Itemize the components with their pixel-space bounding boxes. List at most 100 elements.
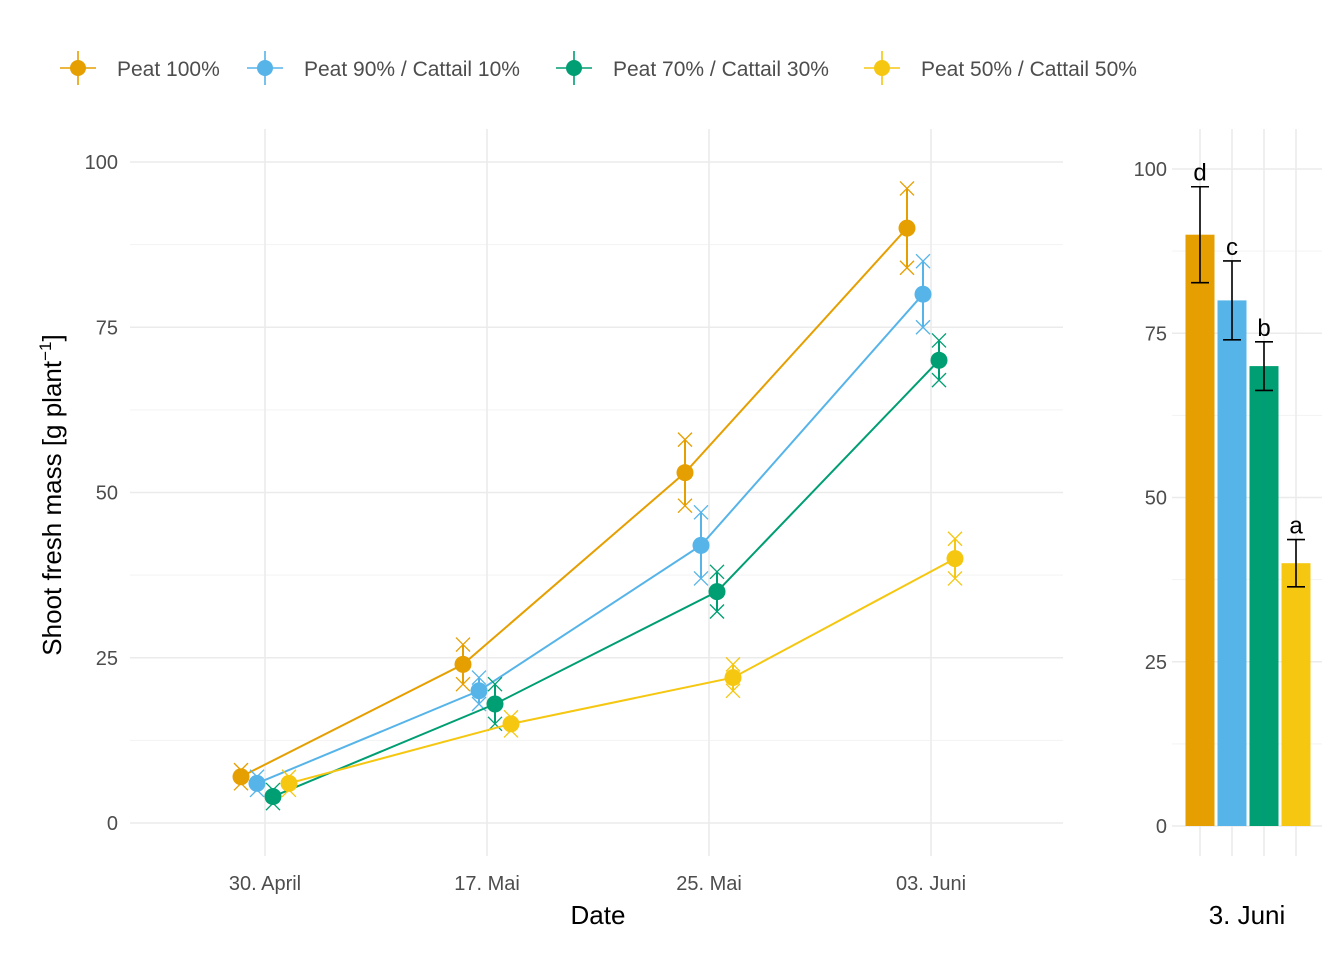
replicate-marker: [915, 319, 931, 335]
replicate-marker: [487, 676, 503, 692]
series-line: [288, 557, 956, 785]
replicate-marker: [947, 531, 963, 547]
legend-label: Peat 100%: [117, 58, 220, 81]
replicate-marker: [725, 683, 741, 699]
replicate-marker: [709, 604, 725, 619]
series-3: [264, 333, 948, 811]
legend-key-point: [257, 60, 273, 76]
bar-x-axis-title: 3. Juni: [1209, 900, 1286, 930]
data-point: [502, 715, 520, 733]
replicate-marker-stroke: [677, 498, 693, 514]
series-4: [280, 531, 964, 798]
legend-item: Peat 70% / Cattail 30%: [556, 51, 829, 85]
replicate-marker: [455, 637, 471, 652]
legend-key-point: [566, 60, 582, 76]
x-axis-title: Date: [571, 900, 626, 930]
replicate-marker: [915, 253, 931, 269]
bar-y-tick-label: 25: [1145, 652, 1167, 674]
replicate-marker: [725, 656, 741, 672]
replicate-marker-stroke: [471, 670, 487, 686]
y-axis-title-suffix: ]: [37, 334, 67, 341]
bar-group: a: [1281, 513, 1311, 826]
replicate-marker-stroke: [709, 604, 725, 619]
legend-label: Peat 50% / Cattail 50%: [921, 58, 1137, 81]
legend: Peat 100% Peat 90% / Cattail 10% Peat 70% …: [60, 51, 1137, 85]
series-2: [248, 253, 932, 798]
y-tick-label: 100: [85, 152, 118, 174]
series-line: [256, 293, 924, 785]
replicate-marker: [455, 676, 471, 692]
y-axis-title-superscript: −1: [36, 342, 55, 361]
data-point: [708, 583, 726, 601]
replicate-marker: [693, 570, 709, 586]
data-point: [454, 655, 472, 673]
line-chart-series: [232, 180, 964, 811]
replicate-marker-stroke: [899, 260, 915, 276]
series-1: [232, 180, 916, 791]
bar: [1185, 234, 1215, 826]
data-point: [264, 788, 282, 806]
replicate-marker-stroke: [931, 333, 947, 348]
data-point: [914, 285, 932, 303]
replicate-marker-stroke: [725, 656, 741, 672]
y-tick-label: 75: [96, 317, 118, 339]
replicate-marker-stroke: [899, 180, 915, 196]
legend-item: Peat 50% / Cattail 50%: [864, 51, 1137, 85]
data-point: [486, 695, 504, 713]
line-chart-panel: 0 25 50 75 100 30. April 17. Mai 25. Mai 03. Ju…: [36, 129, 1063, 930]
bar: [1249, 366, 1279, 826]
x-tick-label: 25. Mai: [676, 873, 742, 895]
data-point: [946, 550, 964, 568]
y-tick-label: 25: [96, 648, 118, 670]
replicate-marker-stroke: [455, 676, 471, 692]
data-point: [232, 768, 250, 786]
replicate-marker-stroke: [947, 570, 963, 586]
replicate-marker: [709, 564, 725, 580]
replicate-marker: [899, 180, 915, 196]
replicate-marker: [931, 333, 947, 348]
replicate-marker-stroke: [487, 676, 503, 692]
series-line: [272, 359, 940, 798]
legend-key-point: [70, 60, 86, 76]
legend-label: Peat 90% / Cattail 10%: [304, 58, 520, 81]
replicate-marker: [677, 498, 693, 514]
data-point: [898, 219, 916, 237]
bar-y-tick-label: 0: [1156, 816, 1167, 838]
bar-chart-y-ticks: 0 25 50 75 100: [1134, 159, 1167, 838]
legend-key-point: [874, 60, 890, 76]
data-point: [724, 669, 742, 687]
replicate-marker: [693, 504, 709, 520]
bar-y-tick-label: 100: [1134, 159, 1167, 181]
legend-item: Peat 100%: [60, 51, 220, 85]
bar-chart-panel: 0 25 50 75 100 d c b a 3. Juni: [1134, 129, 1322, 930]
replicate-marker: [899, 260, 915, 276]
replicate-marker: [931, 372, 947, 388]
bar-y-tick-label: 75: [1145, 323, 1167, 345]
legend-label: Peat 70% / Cattail 30%: [613, 58, 829, 81]
x-tick-label: 17. Mai: [454, 873, 520, 895]
data-point: [248, 774, 266, 792]
replicate-marker-stroke: [915, 253, 931, 269]
replicate-marker-stroke: [693, 504, 709, 520]
bar: [1281, 563, 1311, 826]
replicate-marker-stroke: [677, 432, 693, 448]
legend-item: Peat 90% / Cattail 10%: [247, 51, 520, 85]
replicate-marker-stroke: [471, 696, 487, 712]
significance-letter: c: [1226, 234, 1238, 261]
y-axis-title-main: Shoot fresh mass [g plant: [37, 360, 67, 656]
data-point: [676, 464, 694, 482]
line-chart-grid: [130, 129, 1063, 856]
x-tick-label: 03. Juni: [896, 873, 966, 895]
line-chart-y-ticks: 0 25 50 75 100: [85, 152, 118, 835]
line-chart-x-ticks: 30. April 17. Mai 25. Mai 03. Juni: [229, 873, 966, 895]
data-point: [692, 536, 710, 554]
bar-y-tick-label: 50: [1145, 488, 1167, 510]
data-point: [280, 774, 298, 792]
replicate-marker-stroke: [693, 570, 709, 586]
bar-group: b: [1249, 315, 1279, 826]
significance-letter: b: [1257, 315, 1270, 342]
replicate-marker: [471, 670, 487, 686]
bar: [1217, 300, 1247, 826]
y-tick-label: 50: [96, 483, 118, 505]
